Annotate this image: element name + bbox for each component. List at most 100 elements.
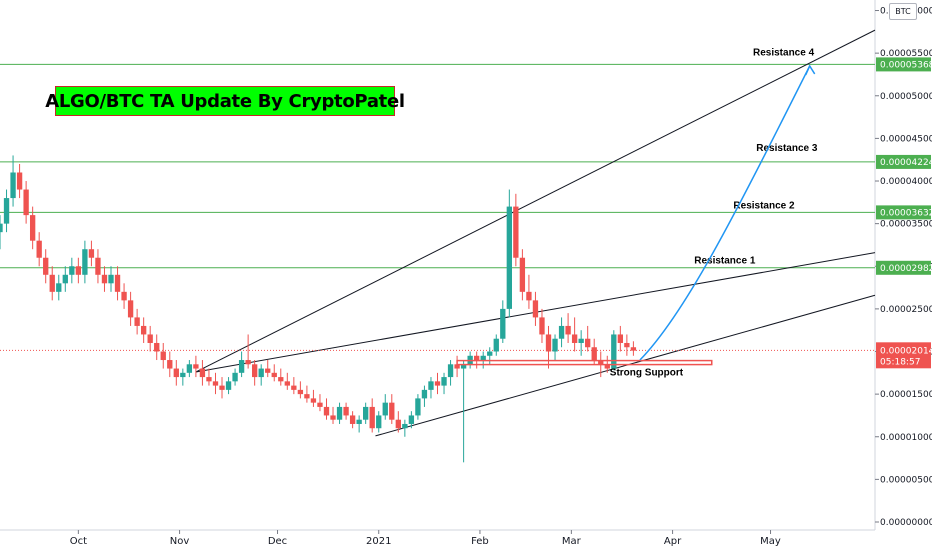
x-tick-label: Dec (268, 536, 287, 547)
y-tick-label: 0.00002500 (880, 305, 932, 315)
candle-body (147, 334, 153, 343)
candle-body (493, 338, 499, 352)
candle-body (49, 274, 55, 292)
currency-label[interactable]: BTC (889, 3, 917, 20)
y-tick-label: 0.00000500 (880, 475, 932, 485)
candle-body (617, 334, 624, 343)
candle-body (75, 266, 82, 275)
support-zone-rect (456, 359, 713, 366)
x-tick-label: Feb (471, 536, 489, 547)
candle-body (271, 372, 277, 378)
candle-body (323, 406, 330, 416)
candle-body (415, 398, 421, 416)
candle-body (363, 406, 369, 420)
candle-body (160, 351, 166, 361)
resistance-label: Resistance 1 (694, 256, 756, 267)
candle-body (140, 325, 147, 335)
candle-body (193, 364, 199, 369)
candle-body (336, 406, 343, 420)
candle-body (186, 364, 193, 373)
x-tick-label: Oct (70, 536, 87, 547)
time-axis: Oct Nov Dec 2021 Feb Mar Apr May (70, 530, 781, 547)
candle-body (330, 415, 336, 420)
y-tick-label: 0.00001000 (880, 433, 932, 443)
candle-body (611, 334, 617, 369)
candle-body (369, 406, 375, 429)
candle-body (219, 385, 225, 390)
y-tick-label: 0.00004000 (880, 177, 932, 187)
candle-body (232, 372, 238, 382)
candle-body (421, 389, 428, 399)
candle-body (43, 257, 49, 275)
candle-body (376, 415, 382, 429)
resistance-label: Resistance 2 (733, 200, 795, 211)
current-price-label: 0.00002014 (880, 346, 932, 356)
candle-body (500, 308, 506, 339)
candle-body (56, 283, 62, 292)
candle-body (630, 347, 637, 351)
x-tick-label: Nov (170, 536, 190, 547)
candle-body (552, 338, 558, 352)
resistance-label: Resistance 4 (753, 47, 815, 58)
candle-body (539, 317, 545, 335)
candle-body (604, 364, 610, 369)
candle-body (69, 266, 75, 275)
candle-body (513, 206, 519, 258)
candle-body (251, 364, 258, 378)
resistance-price-badge (876, 205, 931, 220)
candle-body (571, 334, 578, 343)
candle-body (10, 172, 16, 199)
candle-body (624, 342, 630, 348)
resistance-price-badge (876, 154, 931, 169)
candle-body (441, 377, 447, 386)
candle-body (0, 223, 3, 233)
candle-body (565, 325, 571, 335)
candle-body (3, 198, 10, 224)
y-tick-label: 0.00004500 (880, 134, 932, 144)
y-tick-label: 0.00003500 (880, 220, 932, 230)
candle-body (480, 355, 486, 361)
candle-body (23, 189, 29, 216)
current-price-badge (876, 342, 931, 369)
projection-curve (639, 65, 811, 361)
candle-body (173, 368, 179, 378)
candle-body (199, 368, 206, 378)
candle-body (558, 325, 565, 339)
candle-body (317, 402, 323, 407)
candle-body (62, 274, 68, 284)
candle-body (245, 360, 251, 365)
candle-body (265, 368, 271, 373)
candle-body (460, 364, 467, 369)
candle-body (212, 381, 219, 386)
candle-body (598, 360, 604, 365)
trendline (195, 29, 876, 373)
x-tick-label: Mar (562, 536, 582, 547)
candle-body (402, 423, 408, 429)
candle-body (101, 274, 108, 284)
candle-body (526, 291, 532, 301)
candle-body (108, 274, 114, 284)
candle-body (591, 347, 597, 361)
resistance-price-badge-label: 0.00005368 (880, 60, 932, 70)
candle-body (167, 360, 173, 369)
resistance-price-badge-label: 0.00002982 (880, 264, 932, 274)
chart-title: ALGO/BTC TA Update By CryptoPatel (45, 86, 405, 116)
candle-body (310, 398, 317, 403)
candle-body (545, 334, 552, 352)
candle-body (304, 394, 310, 399)
candle-body (82, 249, 88, 275)
candle-body (578, 338, 584, 343)
resistance-price-badge-label: 0.00004224 (880, 158, 932, 168)
resistance-price-badge (876, 57, 931, 72)
candle-body (356, 419, 362, 424)
candle-body (134, 317, 140, 326)
candle-body (382, 402, 388, 416)
resistance-price-badge (876, 260, 931, 275)
candle-body (278, 377, 284, 382)
candles (0, 155, 637, 463)
candle-body (16, 172, 23, 190)
candle-body (434, 381, 441, 386)
y-tick-label: 0.00005000 (880, 92, 932, 102)
candle-body (487, 351, 493, 356)
